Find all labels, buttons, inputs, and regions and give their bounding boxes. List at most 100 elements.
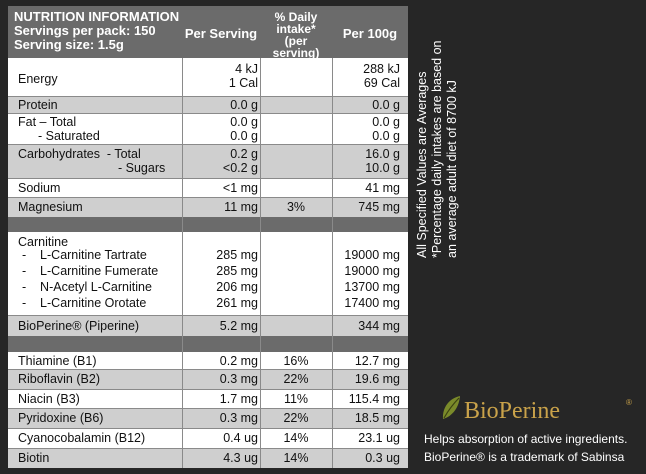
vitamin-label: Biotin [18,451,50,465]
row-carnitine: Carnitine - L-Carnitine Tartrate 285 mg … [8,232,408,315]
vitamin-label: Pyridoxine (B6) [18,411,104,425]
vitamin-label: Thiamine (B1) [18,354,97,368]
vitamin-100g: 115.4 mg [348,392,400,406]
fat-label: Fat – Total [18,115,77,129]
carbs-label: Carbohydrates - Total [18,147,141,161]
col-header-daily-intake: % Daily intake* (per serving) [260,11,332,59]
nutrition-panel: NUTRITION INFORMATION Servings per pack:… [8,6,408,468]
row-protein: Protein 0.0 g 0.0 g [8,97,408,113]
section-divider [8,217,408,232]
row-divider [8,197,408,198]
energy-100g-cal: 69 Cal [363,76,400,90]
vitamin-daily: 22% [283,411,309,425]
footer-line-2: BioPerine® is a trademark of Sabinsa [424,450,625,464]
vitamin-serving: 1.7 mg [219,392,258,406]
vitamin-100g: 19.6 mg [354,372,400,386]
carnitine-item-100g: 17400 mg [344,296,400,310]
protein-serving: 0.0 g [230,98,258,112]
row-divider [8,389,408,390]
vitamin-serving: 0.3 mg [219,372,258,386]
row-vitamin: Cyanocobalamin (B12) 0.4 ug 14% 23.1 ug [8,429,408,448]
vitamin-100g: 0.3 ug [365,451,400,465]
carnitine-item-label: - L-Carnitine Tartrate [22,248,147,262]
vitamin-daily: 22% [283,372,309,386]
vitamin-100g: 18.5 mg [354,411,400,425]
vitamin-label: Riboflavin (B2) [18,372,100,386]
vitamin-label: Cyanocobalamin (B12) [18,431,146,445]
sugars-serving: <0.2 g [222,161,258,175]
bioperine-serving: 5.2 mg [219,319,258,333]
carnitine-item-label: - L-Carnitine Fumerate [22,264,159,278]
side-note-line-1: All Specified Values are Averages [415,72,429,258]
energy-label: Energy [18,72,58,86]
sodium-100g: 41 mg [365,181,400,195]
bioperine-label: BioPerine® (Piperine) [18,319,140,333]
row-divider [8,448,408,449]
footer-line-1: Helps absorption of active ingredients. [424,432,628,446]
daily-line-2: intake* [276,22,316,36]
sugars-100g: 10.0 g [365,161,400,175]
daily-line-3: (per serving) [272,34,320,60]
column-divider [260,58,261,468]
vitamin-100g: 12.7 mg [354,354,400,368]
row-divider [8,113,408,114]
side-note-line-3: an average adult diet of 8700 kJ [445,80,459,258]
carnitine-item-label: - N-Acetyl L-Carnitine [22,280,152,294]
carnitine-item-serving: 206 mg [216,280,258,294]
carnitine-item-serving: 285 mg [216,264,258,278]
vitamin-serving: 4.3 ug [223,451,258,465]
row-divider [8,96,408,97]
row-divider [8,315,408,316]
carnitine-item-serving: 261 mg [216,296,258,310]
leaf-icon [442,396,460,419]
table-header: NUTRITION INFORMATION Servings per pack:… [8,6,408,59]
carbs-serving: 0.2 g [230,147,258,161]
row-divider [8,144,408,145]
carnitine-label: Carnitine [18,235,69,249]
sodium-serving: <1 mg [222,181,258,195]
row-vitamin: Pyridoxine (B6) 0.3 mg 22% 18.5 mg [8,409,408,428]
vitamin-label: Niacin (B3) [18,392,80,406]
row-bioperine: BioPerine® (Piperine) 5.2 mg 344 mg [8,316,408,336]
row-vitamin: Riboflavin (B2) 0.3 mg 22% 19.6 mg [8,370,408,389]
row-carbohydrates: Carbohydrates - Total - Sugars 0.2 g <0.… [8,145,408,178]
vitamin-daily: 16% [283,354,309,368]
row-vitamin: Thiamine (B1) 0.2 mg 16% 12.7 mg [8,352,408,370]
row-divider [8,408,408,409]
row-divider [8,369,408,370]
vitamin-serving: 0.4 ug [223,431,258,445]
carbs-100g: 16.0 g [365,147,400,161]
daily-line-1: % Daily [274,10,318,24]
energy-serving-kj: 4 kJ [235,62,258,76]
brand-registered-mark: ® [626,398,632,407]
header-title: NUTRITION INFORMATION [14,9,180,24]
row-magnesium: Magnesium 11 mg 3% 745 mg [8,198,408,217]
fat-100g: 0.0 g [372,115,400,129]
protein-100g: 0.0 g [372,98,400,112]
vitamin-daily: 14% [283,451,309,465]
magnesium-serving: 11 mg [224,200,258,214]
row-vitamin: Niacin (B3) 1.7 mg 11% 115.4 mg [8,390,408,408]
sodium-label: Sodium [18,181,61,195]
row-vitamin: Biotin 4.3 ug 14% 0.3 ug [8,449,408,468]
vitamin-serving: 0.3 mg [219,411,258,425]
carnitine-item-100g: 19000 mg [344,264,400,278]
column-divider [332,58,333,468]
energy-100g-kj: 288 kJ [363,62,400,76]
carbs-sugars-label: - Sugars [118,161,166,175]
row-energy: Energy 4 kJ 1 Cal 288 kJ 69 Cal [8,59,408,97]
servings-per-pack: Servings per pack: 150 [14,23,156,38]
magnesium-100g: 745 mg [358,200,400,214]
bioperine-100g: 344 mg [358,319,400,333]
vitamin-daily: 11% [283,392,309,406]
fat-saturated-100g: 0.0 g [372,129,400,143]
carnitine-item-label: - L-Carnitine Orotate [22,296,147,310]
vitamin-serving: 0.2 mg [219,354,258,368]
side-note-line-2: *Percentage daily intakes are based on [430,40,444,258]
fat-saturated-serving: 0.0 g [230,129,258,143]
carnitine-item-serving: 285 mg [216,248,258,262]
bioperine-logo: BioPerine ® [440,393,640,424]
col-header-per-100g: Per 100g [342,26,398,41]
magnesium-daily: 3% [286,200,306,214]
row-fat: Fat – Total - Saturated 0.0 g 0.0 g 0.0 … [8,114,408,144]
